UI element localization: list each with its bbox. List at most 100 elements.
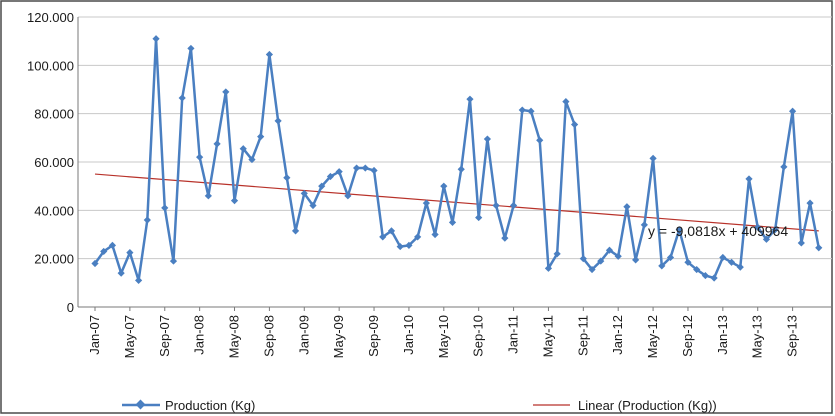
- data-point: [204, 192, 212, 200]
- x-tick-label: Sep-12: [680, 315, 695, 357]
- data-point: [518, 106, 526, 114]
- x-tick-label: May-13: [750, 315, 765, 358]
- data-point: [257, 133, 265, 141]
- data-point: [370, 166, 378, 175]
- data-point: [230, 197, 239, 205]
- data-point: [527, 107, 535, 115]
- data-point: [248, 155, 256, 164]
- data-point: [422, 199, 430, 207]
- data-point: [571, 120, 579, 129]
- data-point: [222, 88, 230, 96]
- data-point: [684, 258, 692, 266]
- x-tick-label: May-09: [331, 315, 346, 358]
- data-point: [335, 168, 343, 176]
- data-point: [605, 246, 614, 254]
- data-point: [544, 264, 553, 272]
- data-point: [632, 256, 640, 264]
- data-point: [143, 216, 151, 224]
- legend-production-marker: [135, 399, 146, 410]
- data-point: [649, 154, 657, 162]
- data-point: [562, 97, 570, 106]
- data-point: [440, 182, 448, 190]
- data-point: [466, 95, 474, 103]
- data-point: [806, 199, 814, 207]
- data-point: [623, 203, 631, 211]
- data-point: [196, 153, 204, 161]
- data-point: [754, 223, 762, 231]
- data-point: [108, 241, 117, 249]
- y-tick-label: 120.000: [27, 10, 74, 25]
- data-point: [396, 242, 404, 251]
- data-point: [344, 192, 352, 200]
- data-point: [553, 250, 561, 258]
- data-point: [318, 182, 326, 190]
- x-tick-label: Jan-07: [87, 315, 102, 355]
- data-point: [789, 107, 797, 115]
- data-point: [169, 257, 178, 265]
- data-point: [492, 201, 500, 210]
- series-layer: [91, 35, 823, 285]
- x-tick-label: May-10: [436, 315, 451, 358]
- x-tick-label: Sep-10: [471, 315, 486, 357]
- data-point: [126, 249, 134, 257]
- x-tick-label: Jan-11: [506, 315, 521, 354]
- data-point: [239, 145, 247, 153]
- data-point: [745, 175, 753, 183]
- data-point: [361, 164, 369, 172]
- legend-production-label: Production (Kg): [165, 398, 255, 413]
- data-point: [675, 226, 683, 234]
- data-point: [414, 233, 422, 241]
- data-point: [762, 235, 771, 243]
- data-point: [797, 239, 805, 247]
- data-point: [161, 204, 169, 212]
- data-point: [135, 276, 143, 285]
- data-point: [291, 227, 300, 235]
- data-point: [509, 201, 518, 210]
- data-point: [501, 234, 509, 242]
- data-point: [614, 252, 622, 260]
- x-tick-label: Jan-10: [401, 315, 416, 355]
- data-point: [117, 269, 125, 277]
- tick-labels: 0 20.000 40.000 60.000 80.000 100.000 120.000 J…: [27, 10, 800, 358]
- data-point: [588, 265, 596, 274]
- data-point: [579, 255, 587, 263]
- x-tick-label: May-08: [227, 315, 242, 358]
- data-point: [353, 164, 361, 172]
- x-tick-label: May-12: [645, 315, 660, 358]
- x-tick-label: Jan-12: [610, 315, 625, 355]
- y-tick-label: 20.000: [34, 252, 74, 267]
- data-point: [815, 244, 823, 252]
- legend-linear-label: Linear (Production (Kg)): [578, 398, 717, 413]
- data-point: [693, 265, 701, 274]
- data-point: [326, 172, 335, 181]
- x-tick-label: Jan-13: [715, 315, 730, 355]
- y-tick-label: 60.000: [34, 155, 74, 170]
- data-point: [710, 274, 718, 282]
- data-point: [719, 253, 727, 262]
- data-point: [431, 230, 439, 239]
- data-point: [658, 262, 666, 270]
- data-point: [640, 221, 648, 229]
- y-tick-label: 0: [67, 300, 74, 315]
- data-point: [736, 263, 744, 271]
- data-point: [265, 50, 273, 59]
- data-point: [448, 218, 457, 227]
- trendline-equation: y = -9,0818x + 409964: [648, 223, 788, 239]
- data-point: [475, 213, 483, 222]
- x-tick-label: Sep-07: [157, 315, 172, 357]
- y-tick-label: 40.000: [34, 203, 74, 218]
- data-point: [300, 189, 308, 198]
- data-point: [178, 94, 186, 102]
- data-point: [405, 241, 413, 249]
- data-point: [152, 35, 160, 43]
- axes: [77, 17, 832, 311]
- data-point: [536, 136, 544, 144]
- x-tick-label: Jan-08: [192, 315, 207, 355]
- x-tick-label: Sep-08: [261, 315, 276, 357]
- data-point: [91, 259, 99, 268]
- data-point: [701, 271, 709, 280]
- data-point: [457, 165, 465, 173]
- x-tick-label: Jan-09: [296, 315, 311, 355]
- x-tick-label: May-11: [540, 315, 555, 357]
